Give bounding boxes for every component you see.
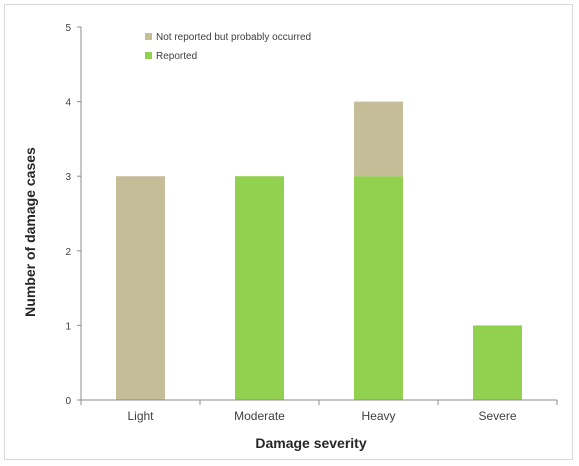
x-tick-label: Moderate [234, 409, 285, 423]
y-tick-label: 1 [65, 321, 71, 332]
bar-chart: 0 1 2 3 4 5 Light Moderate Heavy Severe Number o… [22, 23, 558, 451]
legend-swatch [145, 33, 152, 40]
y-tick-label: 5 [65, 23, 71, 34]
x-tick-label: Severe [478, 409, 516, 423]
bar-severe-reported [473, 325, 522, 400]
y-tick-label: 4 [65, 98, 71, 109]
y-ticks: 0 1 2 3 4 5 [65, 23, 81, 407]
legend-label: Not reported but probably occurred [156, 32, 311, 43]
y-tick-label: 0 [65, 396, 71, 407]
legend-swatch [145, 52, 152, 59]
bar-moderate-reported [235, 176, 284, 400]
x-tick-label: Heavy [361, 409, 395, 423]
x-axis-title: Damage severity [255, 435, 367, 451]
bar-heavy-reported [354, 176, 403, 400]
legend-label: Reported [156, 51, 197, 62]
bar-heavy-not [354, 101, 403, 177]
bars-layer [116, 101, 522, 400]
legend: Not reported but probably occurred Report… [145, 32, 311, 62]
bar-light-not [116, 176, 165, 400]
y-tick-label: 3 [65, 172, 71, 183]
y-tick-label: 2 [65, 247, 71, 258]
x-tick-label: Light [127, 409, 154, 423]
x-ticks: Light Moderate Heavy Severe [80, 400, 558, 423]
chart-frame: 0 1 2 3 4 5 Light Moderate Heavy Severe Number o… [4, 4, 573, 460]
y-axis-title: Number of damage cases [22, 147, 38, 317]
